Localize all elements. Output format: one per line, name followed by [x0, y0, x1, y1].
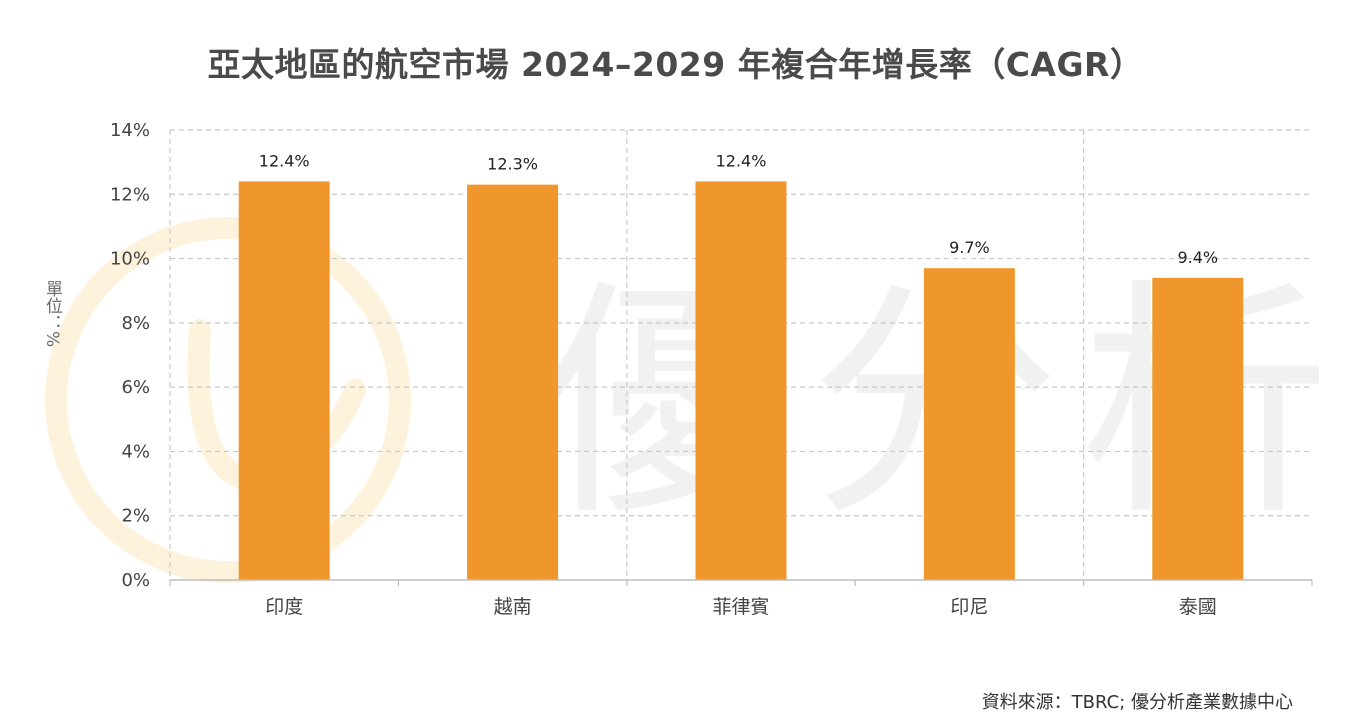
bar [467, 184, 559, 580]
x-category-label: 印度 [265, 596, 303, 618]
y-tick-label: 4% [121, 441, 150, 462]
y-tick-label: 0% [121, 570, 150, 591]
bar [923, 268, 1015, 580]
watermark-logo-icon [45, 217, 411, 583]
bar [1152, 277, 1244, 580]
y-tick-label: 10% [110, 249, 150, 270]
bar-series [238, 181, 1244, 580]
y-axis-ticks: 0% 2% 4% 6% 8% 10% 12% 14% [110, 120, 150, 591]
y-tick-label: 8% [121, 313, 150, 334]
data-label: 12.3% [487, 155, 538, 174]
y-axis-label: 單位：% [42, 280, 62, 348]
data-label: 9.7% [949, 238, 990, 257]
data-label: 12.4% [259, 151, 310, 170]
x-category-label: 菲律賓 [712, 596, 769, 618]
y-tick-label: 6% [121, 377, 150, 398]
x-category-label: 越南 [494, 596, 532, 618]
bar [238, 181, 330, 580]
data-labels: 12.4% 12.3% 12.4% 9.7% 9.4% [259, 151, 1218, 266]
bar [695, 181, 787, 580]
x-category-label: 泰國 [1179, 596, 1217, 618]
data-label: 9.4% [1177, 248, 1218, 267]
source-note: 資料來源：TBRC; 優分析產業數據中心 [981, 692, 1293, 713]
data-label: 12.4% [716, 151, 767, 170]
chart-title: 亞太地區的航空市場 2024–2029 年複合年增長率（CAGR） [207, 45, 1144, 84]
x-axis-categories: 印度 越南 菲律賓 印尼 泰國 [265, 596, 1217, 618]
y-tick-label: 12% [110, 184, 150, 205]
x-category-label: 印尼 [950, 596, 988, 618]
y-tick-label: 14% [110, 120, 150, 141]
y-tick-label: 2% [121, 506, 150, 527]
